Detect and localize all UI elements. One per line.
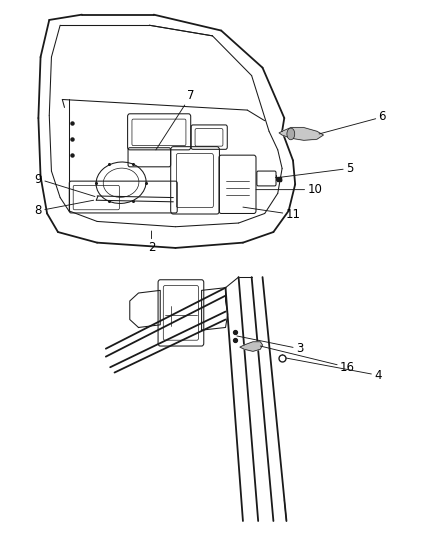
Ellipse shape (287, 128, 295, 140)
Text: 3: 3 (237, 336, 303, 355)
Polygon shape (240, 342, 262, 351)
Text: 10: 10 (256, 183, 322, 196)
Text: 16: 16 (260, 346, 355, 374)
Text: 8: 8 (35, 200, 94, 217)
Text: 4: 4 (284, 358, 381, 382)
Text: 11: 11 (243, 207, 300, 221)
Text: 6: 6 (319, 110, 386, 134)
Polygon shape (279, 127, 323, 140)
Text: 2: 2 (148, 231, 155, 254)
Text: 7: 7 (156, 89, 194, 150)
Text: 5: 5 (279, 162, 353, 177)
Text: 9: 9 (35, 173, 95, 197)
